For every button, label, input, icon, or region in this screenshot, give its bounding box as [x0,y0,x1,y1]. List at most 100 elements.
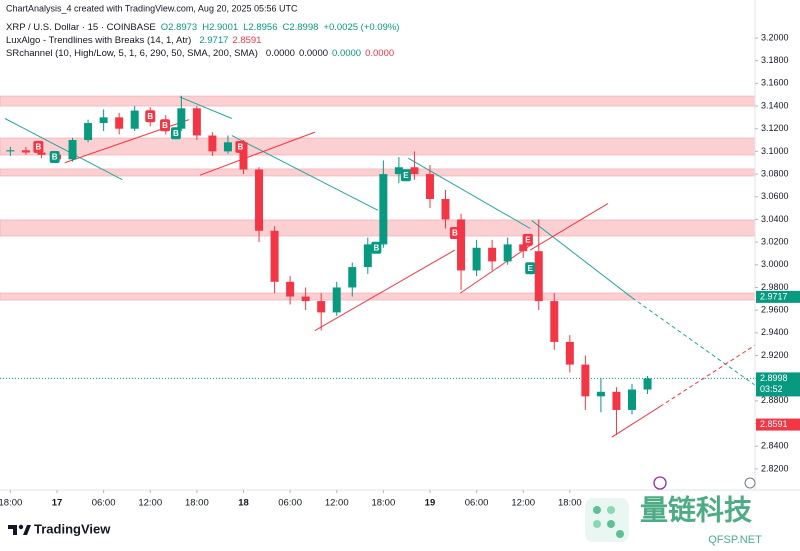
trendline [231,135,379,211]
y-tick-label: 2.8200 [761,463,789,473]
trendline [659,344,756,407]
y-tick-label: 3.0800 [761,168,789,178]
brand-name: TradingView [34,521,111,536]
signal-badge [371,241,382,254]
symbol-line: XRP / U.S. Dollar · 15 · COINBASE O2.8973… [6,22,399,33]
watermark: 量链科技 QFSP.NET [585,494,762,546]
candle-body [596,391,605,397]
signal-badge [145,110,156,123]
y-tick-label: 3.1800 [761,55,789,65]
candle-body [6,150,15,152]
trendline [314,249,456,331]
candle-body [612,391,621,410]
indicator-value: 0.0000 [332,48,361,59]
candle-body [286,281,295,297]
indicator-name: LuxAlgo - Trendlines with Breaks (14, 1,… [6,35,191,46]
y-tick-label: 2.8400 [761,441,789,451]
candle-body [192,108,201,136]
trendline [459,245,531,294]
signal-badge [400,169,411,182]
signal-label: B [52,153,58,162]
candle-body [239,142,248,170]
x-tick-label: 12:00 [511,498,535,509]
signal-label: B [162,121,168,130]
y-tick-label: 3.1200 [761,123,789,133]
x-tick-label: 18:00 [558,498,582,509]
indicator-value: 0.0000 [365,48,394,59]
ohlc-value: C2.8998 [282,22,318,33]
price-badge [756,290,800,303]
trendline [179,96,233,119]
signal-label: B [373,243,379,252]
candle-body [581,364,590,397]
y-tick-label: 3.0400 [761,214,789,224]
x-tick-label: 12:00 [138,498,162,509]
candle-body [472,247,481,271]
candle-body [255,169,264,231]
event-icon [653,476,667,490]
candle-body [348,267,357,288]
y-tick-label: 3.2000 [761,32,789,42]
candle-body [550,301,559,342]
candle-body [627,389,636,410]
candle-body [115,117,124,129]
symbol: XRP / U.S. Dollar · 15 · COINBASE [6,22,156,33]
candle-body [441,199,450,220]
trendline [531,220,633,299]
trendline [199,131,316,176]
caption: ChartAnalysis_4 created with TradingView… [6,3,298,13]
signal-badge [160,119,171,132]
signal-label: E [525,235,531,244]
ohlc-value: H2.9001 [202,22,238,33]
watermark-title: 量链科技 [640,494,752,525]
signal-badge [33,140,44,153]
price-badge [756,372,800,397]
price-badge-label: 2.8998 [760,373,788,383]
trendline [611,406,661,438]
candle-body [379,174,388,245]
indicator-line: SRchannel (10, High/Low, 5, 1, 6, 290, 5… [6,48,394,59]
x-tick-label: 18:00 [0,498,22,509]
candle-body [410,167,419,175]
signal-badge [522,233,533,246]
sr-zone [0,95,756,107]
candle-body [68,140,77,160]
x-tick-label: 06:00 [465,498,489,509]
candle-body [130,110,139,129]
candle-body [208,135,217,152]
candle-body [643,378,652,390]
price-badge-label: 2.8591 [760,419,788,429]
brand-logo: TradingView [8,521,111,536]
y-tick-label: 2.9200 [761,350,789,360]
y-tick-label: 2.9800 [761,282,789,292]
signal-label: B [173,129,179,138]
indicator-value: 2.8591 [232,35,261,46]
candle-body [363,244,372,268]
candle-body [37,152,46,155]
signal-label: E [528,264,534,273]
x-tick-label: 12:00 [325,498,349,509]
signal-badge [49,151,60,164]
x-tick-label: 18:00 [185,498,209,509]
signal-label: B [147,112,153,121]
x-tick-label: 06:00 [92,498,116,509]
candle-body [565,341,574,365]
candle-body [488,247,497,262]
candle-body [99,117,108,124]
y-tick-label: 3.1600 [761,78,789,88]
indicator-value: 0.0000 [266,48,295,59]
sr-zone [0,219,756,237]
x-tick-label: 19 [425,498,436,509]
settings-icon [744,477,756,489]
x-tick-label: 18 [238,498,249,509]
signal-label: B [452,229,458,238]
signal-badge [449,227,460,240]
price-badge-label: 2.9717 [760,291,788,301]
signal-badge [235,140,246,153]
watermark-url: QFSP.NET [708,534,762,546]
y-tick-label: 2.8800 [761,395,789,405]
trendline [407,157,531,229]
